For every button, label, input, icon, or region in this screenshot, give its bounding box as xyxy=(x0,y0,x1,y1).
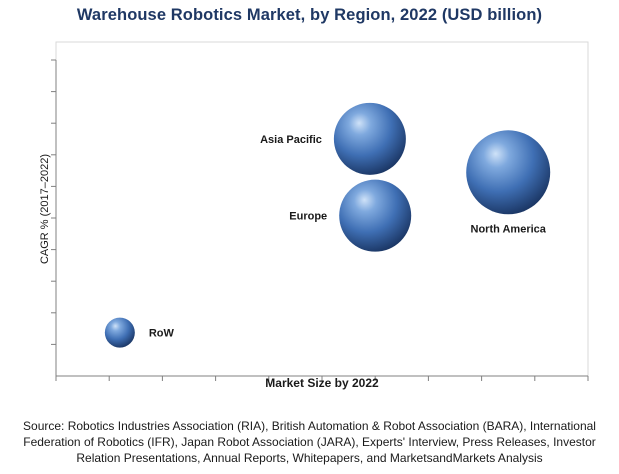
chart-title: Warehouse Robotics Market, by Region, 20… xyxy=(76,6,543,24)
bubble-europe xyxy=(339,179,412,252)
bubble-labels: Asia Pacific Europe North America RoW xyxy=(149,134,547,340)
bubble-label: Europe xyxy=(289,211,327,223)
bubbles xyxy=(104,102,551,348)
bubble-label: RoW xyxy=(149,328,175,340)
axes xyxy=(51,59,589,381)
source-note: Source: Robotics Industries Association … xyxy=(23,419,596,465)
bubble-asia-pacific xyxy=(333,102,406,175)
bubble-label: Asia Pacific xyxy=(260,134,322,146)
bubble-row xyxy=(104,317,135,348)
x-axis-label: Market Size by 2022 xyxy=(265,376,379,390)
bubble-label: North America xyxy=(471,223,547,235)
y-axis-label: CAGR % (2017–2022) xyxy=(39,154,51,264)
bubble-north-america xyxy=(466,130,551,215)
